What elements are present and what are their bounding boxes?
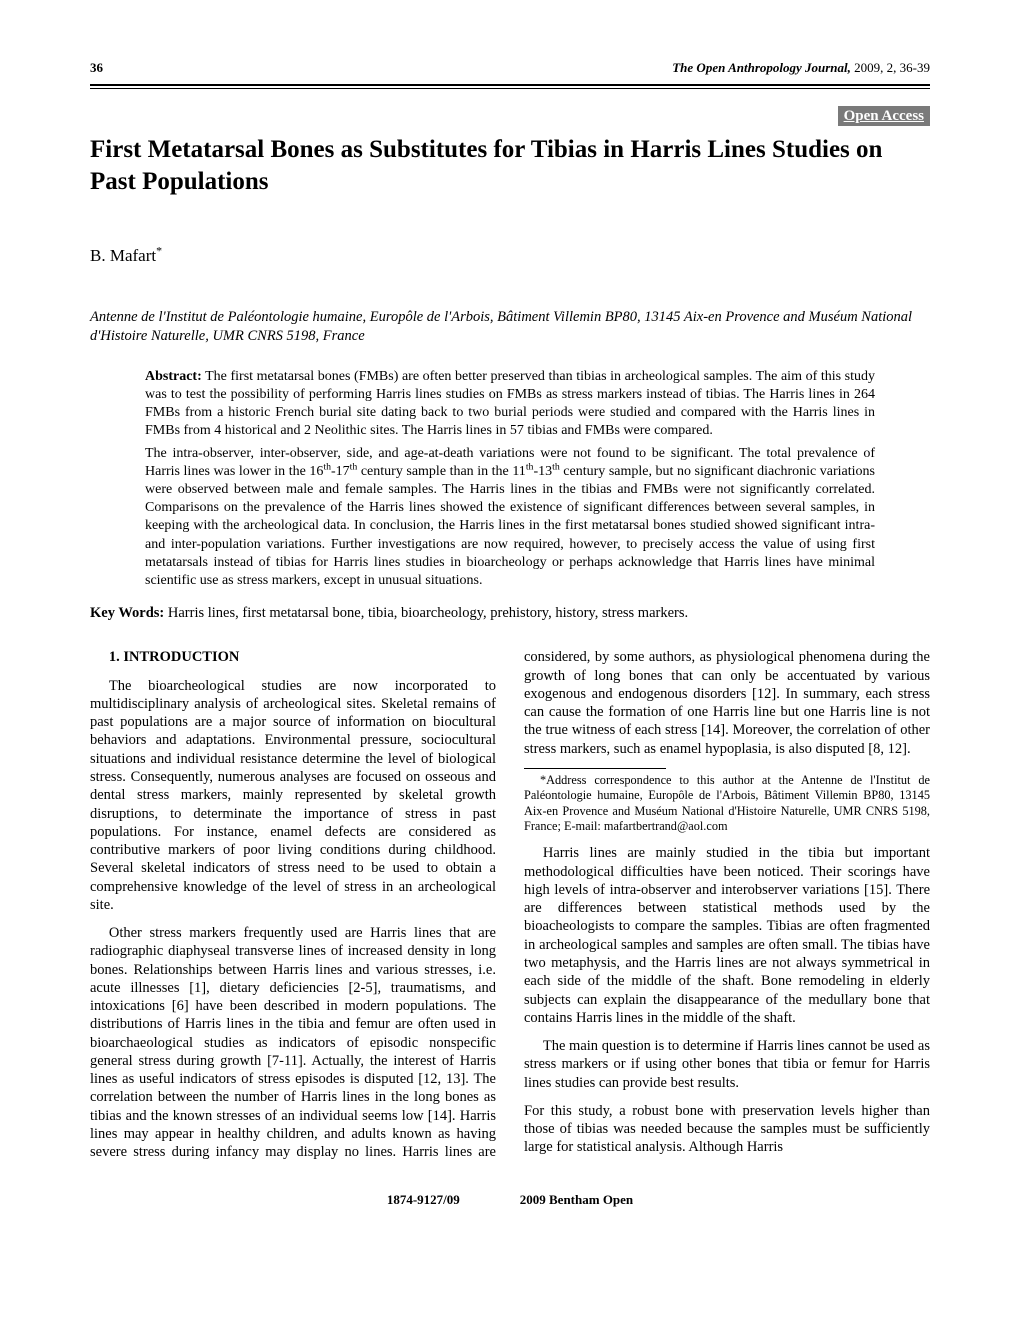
correspondence-footnote: *Address correspondence to this author a…	[524, 773, 930, 834]
open-access-badge: Open Access	[838, 106, 930, 126]
body-para-5: For this study, a robust bone with prese…	[524, 1102, 930, 1157]
abstract-para-2: The intra-observer, inter-observer, side…	[145, 445, 875, 591]
body-para-4: The main question is to determine if Har…	[524, 1037, 930, 1092]
abstract-label: Abstract:	[145, 369, 202, 384]
affiliation: Antenne de l'Institut de Paléontologie h…	[90, 308, 930, 346]
author-name: B. Mafart	[90, 246, 156, 265]
article-title: First Metatarsal Bones as Substitutes fo…	[90, 134, 930, 197]
keywords-label: Key Words:	[90, 605, 164, 621]
journal-citation: The Open Anthropology Journal, 2009, 2, …	[672, 60, 930, 76]
journal-name: The Open Anthropology Journal,	[672, 60, 851, 75]
body-para-3: Harris lines are mainly studied in the t…	[524, 844, 930, 1027]
abstract-para-1: Abstract: The first metatarsal bones (FM…	[145, 368, 875, 441]
body-para-1: The bioarcheological studies are now inc…	[90, 677, 496, 914]
running-header: 36 The Open Anthropology Journal, 2009, …	[90, 60, 930, 76]
section-heading-introduction: 1. INTRODUCTION	[90, 648, 496, 666]
page-number: 36	[90, 60, 103, 76]
footer-copyright: 2009 Bentham Open	[520, 1192, 633, 1207]
footer-issn: 1874-9127/09	[387, 1192, 460, 1207]
keywords-text: Harris lines, first metatarsal bone, tib…	[164, 605, 688, 621]
footnote-separator	[524, 768, 666, 769]
header-rule-thin	[90, 88, 930, 89]
abstract: Abstract: The first metatarsal bones (FM…	[145, 368, 875, 590]
journal-issue: 2009, 2, 36-39	[851, 60, 930, 75]
author-line: B. Mafart*	[90, 245, 930, 266]
header-rule-thick	[90, 84, 930, 86]
body-columns: 1. INTRODUCTION The bioarcheological stu…	[90, 648, 930, 1164]
page-footer: 1874-9127/09 2009 Bentham Open	[90, 1192, 930, 1208]
author-marker: *	[156, 243, 162, 257]
abstract-text-1: The first metatarsal bones (FMBs) are of…	[145, 369, 875, 439]
keywords: Key Words: Harris lines, first metatarsa…	[90, 604, 930, 622]
open-access-badge-wrap: Open Access	[90, 107, 930, 126]
